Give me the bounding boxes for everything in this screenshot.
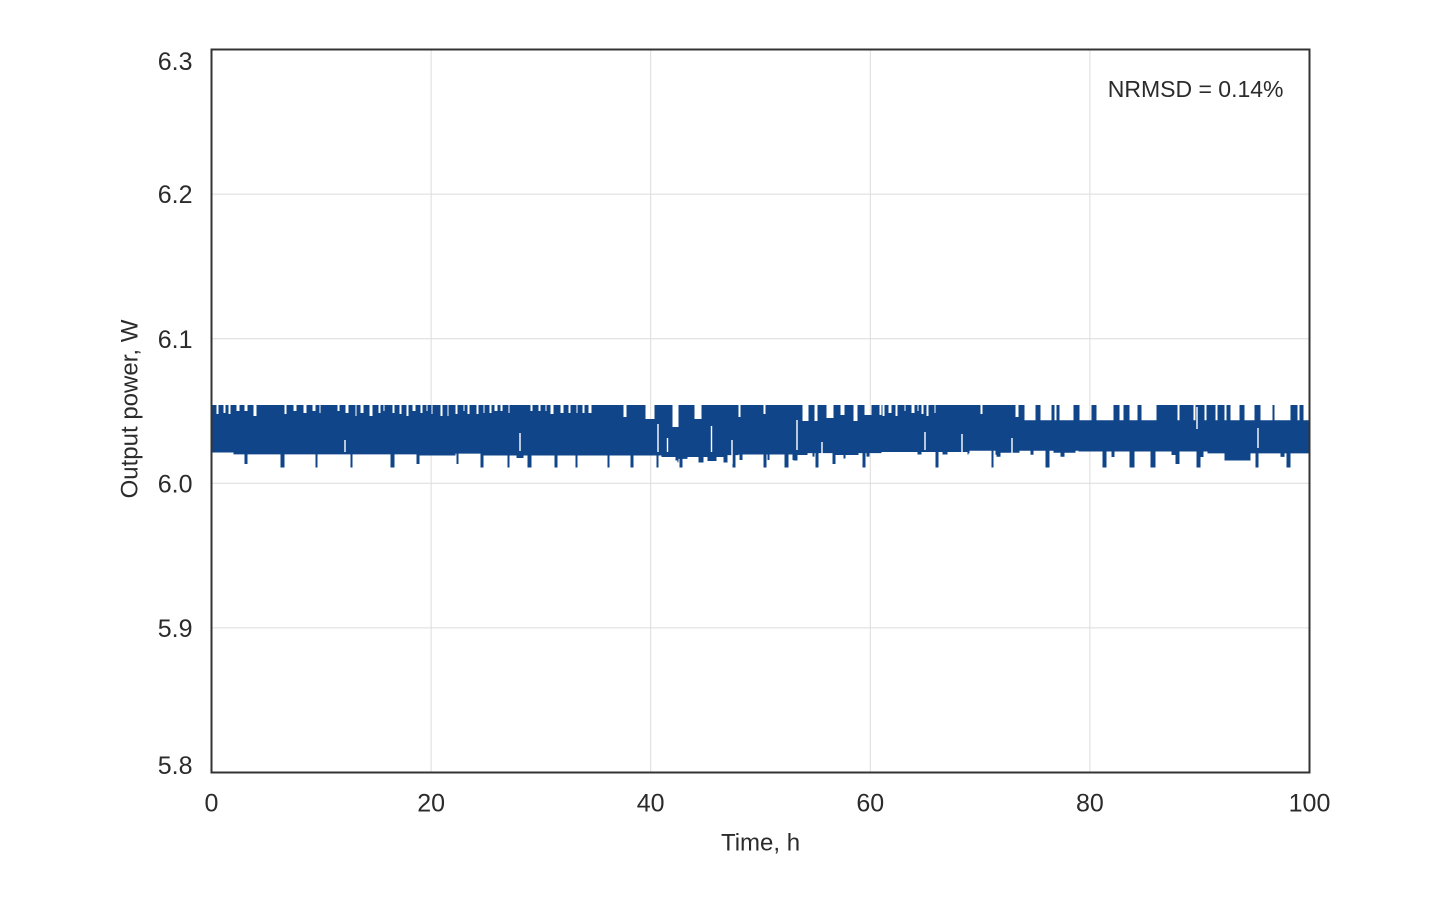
svg-text:60: 60 [856, 790, 884, 818]
svg-text:5.9: 5.9 [158, 615, 193, 643]
svg-text:80: 80 [1076, 790, 1104, 818]
svg-text:Output power, W: Output power, W [117, 319, 144, 498]
svg-text:6.1: 6.1 [158, 326, 193, 354]
svg-text:Time, h: Time, h [721, 830, 800, 857]
svg-text:20: 20 [417, 790, 445, 818]
svg-text:5.8: 5.8 [158, 752, 193, 780]
svg-text:6.0: 6.0 [158, 470, 193, 498]
svg-text:100: 100 [1289, 790, 1331, 818]
svg-text:6.3: 6.3 [158, 48, 193, 76]
svg-text:NRMSD = 0.14%: NRMSD = 0.14% [1108, 76, 1284, 102]
svg-text:6.2: 6.2 [158, 181, 193, 209]
svg-text:0: 0 [205, 790, 219, 818]
svg-text:40: 40 [637, 790, 665, 818]
